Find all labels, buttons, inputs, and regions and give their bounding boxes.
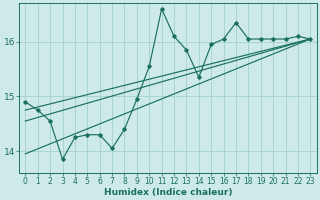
X-axis label: Humidex (Indice chaleur): Humidex (Indice chaleur) <box>104 188 232 197</box>
